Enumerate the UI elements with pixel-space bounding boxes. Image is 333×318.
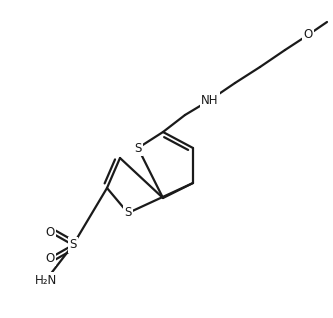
Text: S: S: [124, 206, 132, 219]
Text: S: S: [134, 142, 142, 155]
Text: H₂N: H₂N: [35, 273, 57, 287]
Text: S: S: [69, 238, 77, 252]
Text: NH: NH: [201, 93, 219, 107]
Text: O: O: [45, 225, 55, 238]
Text: O: O: [303, 29, 313, 42]
Text: O: O: [45, 252, 55, 265]
